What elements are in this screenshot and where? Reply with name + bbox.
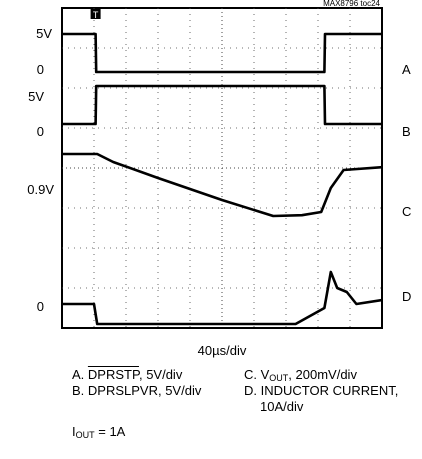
legend-a-suffix: , 5V/div	[138, 367, 183, 382]
legend-c-suffix: , 200mV/div	[288, 367, 357, 382]
trace-b	[62, 84, 382, 126]
legend-a: A. DPRSTP, 5V/div	[72, 367, 182, 382]
trace-d	[62, 270, 383, 326]
oscilloscope-plot: T 5V 0 5V 0 0.9V 0 A B C D MAX8796 toc24…	[27, 0, 411, 358]
legend-b: B. DPRSLPVR, 5V/div	[72, 383, 202, 398]
trigger-marker-box	[90, 9, 101, 19]
iout-prefix: I	[72, 424, 76, 439]
plot-grid	[62, 8, 382, 328]
legend-c-prefix: C. V	[244, 367, 270, 382]
label-b-0: 0	[37, 124, 44, 139]
trace-letter-d: D	[402, 289, 411, 304]
trace-a	[62, 32, 382, 74]
label-a-0: 0	[37, 62, 44, 77]
trigger-marker-letter: T	[93, 10, 99, 20]
label-c-0-9v: 0.9V	[27, 182, 54, 197]
trace-c	[62, 152, 383, 218]
label-d-0: 0	[37, 299, 44, 314]
legend-a-name: DPRSTP	[87, 367, 139, 382]
legend-a-prefix: A.	[72, 367, 88, 382]
iout-note: IOUT = 1A	[72, 424, 125, 443]
iout-suffix: = 1A	[94, 424, 126, 439]
trace-letter-b: B	[402, 124, 411, 139]
legend-d-line2: 10A/div	[260, 399, 304, 414]
legend-c-sub: OUT	[269, 373, 289, 383]
trace-letter-a: A	[402, 62, 411, 77]
trace-layer	[62, 32, 383, 326]
iout-sub: OUT	[75, 430, 95, 440]
timebase-label: 40µs/div	[198, 343, 247, 358]
label-a-5v: 5V	[36, 26, 52, 41]
figure-id: MAX8796 toc24	[323, 0, 380, 8]
label-b-5v: 5V	[28, 89, 44, 104]
legend-d-line1: D. INDUCTOR CURRENT,	[244, 383, 399, 398]
trigger-marker: T	[90, 9, 101, 20]
legend-c: C. VOUT, 200mV/div	[244, 367, 357, 386]
trace-letter-c: C	[402, 204, 411, 219]
